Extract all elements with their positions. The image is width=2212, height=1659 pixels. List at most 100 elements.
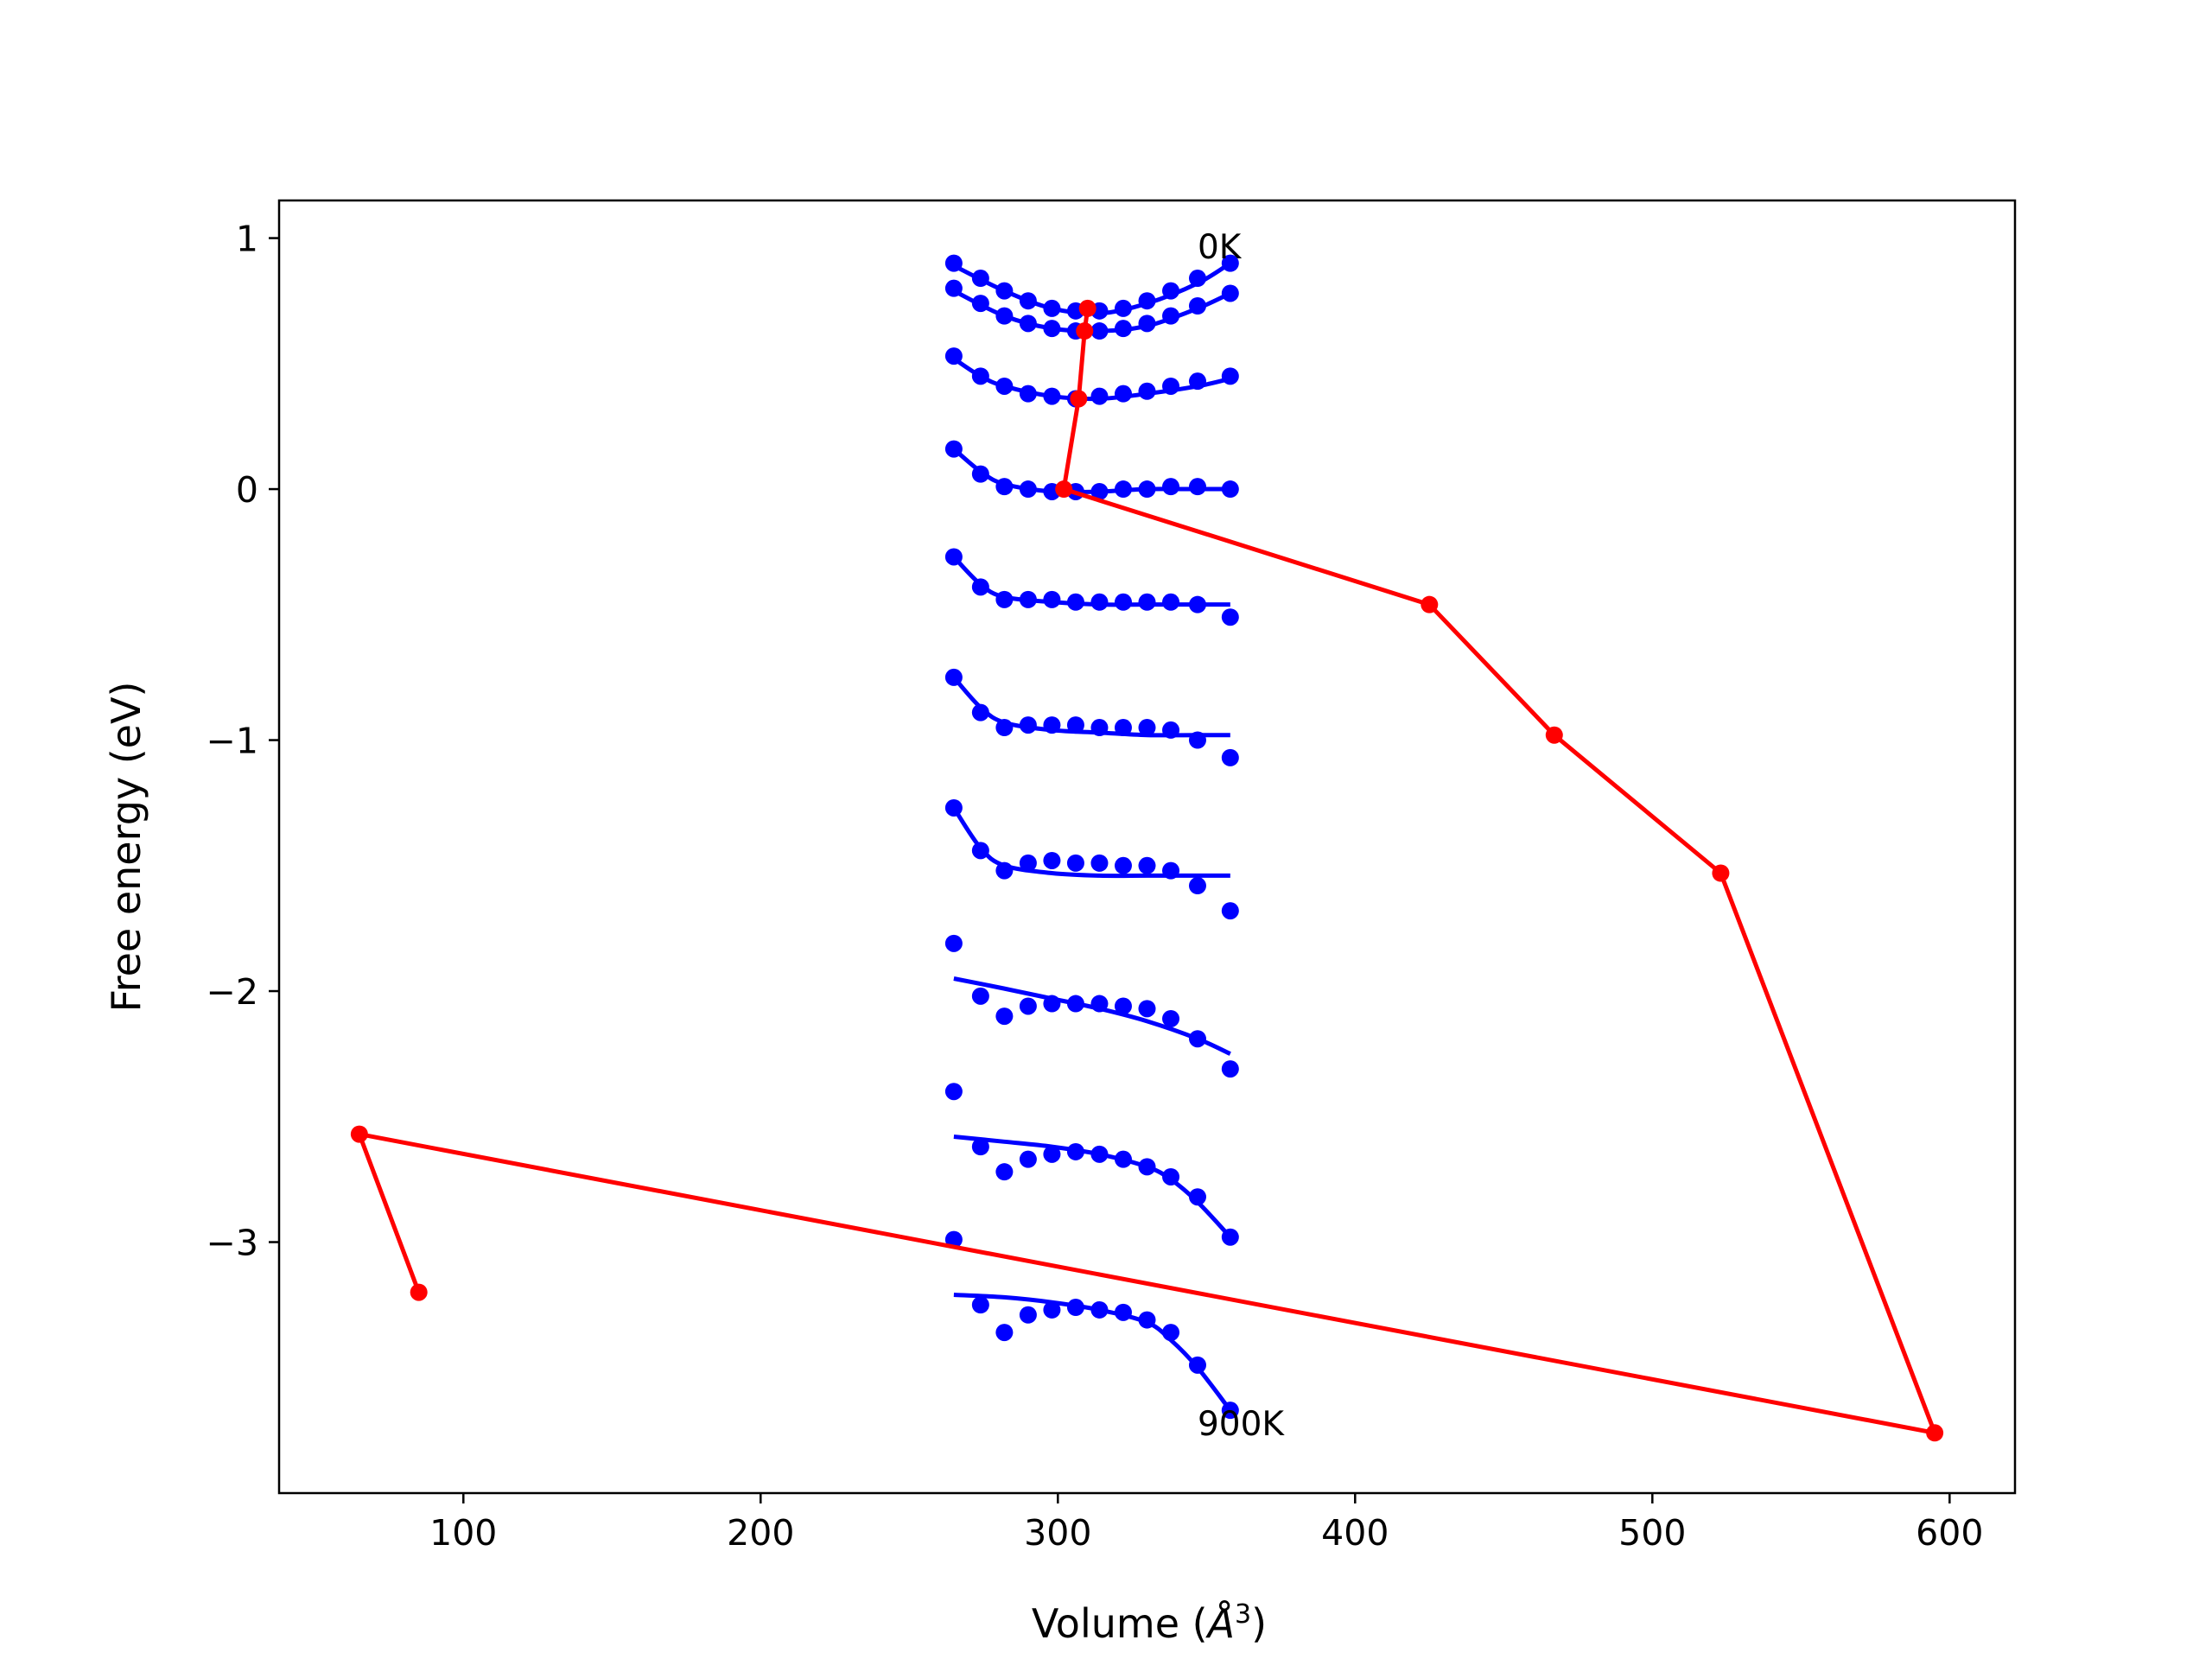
data-point-s7-6 xyxy=(1090,995,1109,1013)
data-point-s3-11 xyxy=(1221,480,1239,499)
y-axis-ticks: 1 0 −1 −2 −3 xyxy=(207,219,279,1264)
data-point-s7-3 xyxy=(1019,997,1037,1015)
data-point-s2-3 xyxy=(1019,385,1037,403)
data-point-s3-7 xyxy=(1114,480,1132,499)
data-point-s0-2 xyxy=(995,282,1014,300)
data-point-s1-4 xyxy=(1043,320,1061,338)
y-axis-label: Free energy (eV) xyxy=(103,682,149,1013)
data-point-s6-11 xyxy=(1221,902,1239,920)
data-point-s0-11 xyxy=(1221,254,1239,272)
data-point-s9-9 xyxy=(1162,1324,1180,1342)
data-point-s8-8 xyxy=(1138,1158,1156,1176)
data-point-s7-9 xyxy=(1162,1009,1180,1027)
data-point-s1-9 xyxy=(1162,307,1180,325)
minimum-point-4 xyxy=(1421,595,1439,613)
minimum-point-5 xyxy=(1545,726,1563,744)
data-point-s1-3 xyxy=(1019,315,1037,333)
minimum-path xyxy=(350,299,1944,1442)
data-point-s0-3 xyxy=(1019,292,1037,310)
data-point-s7-8 xyxy=(1138,1000,1156,1018)
data-point-s0-0 xyxy=(944,254,963,272)
data-point-s4-1 xyxy=(971,578,989,596)
y-tick-label-3: −2 xyxy=(207,971,258,1013)
data-point-s8-5 xyxy=(1066,1142,1084,1160)
minimum-point-8 xyxy=(350,1125,368,1143)
data-point-s6-4 xyxy=(1043,851,1061,869)
y-tick-label-0: 1 xyxy=(236,219,258,260)
data-point-s1-0 xyxy=(944,279,963,297)
data-point-s6-5 xyxy=(1066,854,1084,872)
data-point-s5-6 xyxy=(1090,719,1109,737)
data-point-s8-0 xyxy=(944,1083,963,1101)
x-tick-label-2: 300 xyxy=(1024,1512,1091,1554)
plot-frame xyxy=(277,199,2017,1495)
minimum-point-9 xyxy=(410,1283,428,1301)
x-tick-label-5: 600 xyxy=(1916,1512,1983,1554)
data-point-s5-7 xyxy=(1114,719,1132,737)
data-point-s7-4 xyxy=(1043,995,1061,1013)
data-point-s7-5 xyxy=(1066,995,1084,1013)
data-point-s0-8 xyxy=(1138,292,1156,310)
data-point-s6-10 xyxy=(1188,877,1206,895)
data-point-s5-8 xyxy=(1138,719,1156,737)
data-point-s8-7 xyxy=(1114,1150,1132,1168)
data-point-s2-0 xyxy=(944,347,963,365)
data-point-s4-4 xyxy=(1043,590,1061,608)
data-point-s1-7 xyxy=(1114,320,1132,338)
data-point-s9-8 xyxy=(1138,1311,1156,1329)
x-axis-ticks: 100 200 300 400 500 600 xyxy=(429,1493,1983,1554)
minimum-point-6 xyxy=(1712,864,1730,882)
data-point-s8-1 xyxy=(971,1138,989,1156)
data-point-s8-4 xyxy=(1043,1145,1061,1163)
data-point-s3-1 xyxy=(971,465,989,483)
data-point-s8-2 xyxy=(995,1163,1014,1181)
data-point-s3-9 xyxy=(1162,478,1180,496)
data-point-s3-8 xyxy=(1138,480,1156,499)
data-point-s3-0 xyxy=(944,440,963,458)
data-point-s8-9 xyxy=(1162,1167,1180,1185)
data-point-s4-0 xyxy=(944,548,963,566)
data-point-s0-4 xyxy=(1043,299,1061,317)
data-point-s6-9 xyxy=(1162,861,1180,880)
data-point-s9-10 xyxy=(1188,1356,1206,1374)
data-point-s4-2 xyxy=(995,590,1014,608)
minimum-point-3 xyxy=(1055,480,1073,499)
data-point-s0-9 xyxy=(1162,282,1180,300)
data-point-s4-11 xyxy=(1221,608,1239,626)
minimum-line xyxy=(357,308,1937,1435)
data-point-s4-7 xyxy=(1114,593,1132,611)
data-point-s4-5 xyxy=(1066,593,1084,611)
x-tick-label-3: 400 xyxy=(1321,1512,1389,1554)
data-point-s1-1 xyxy=(971,295,989,313)
data-points xyxy=(944,254,1239,1420)
data-point-s6-2 xyxy=(995,861,1014,880)
minimum-point-1 xyxy=(1076,322,1094,340)
data-point-s2-9 xyxy=(1162,377,1180,395)
data-point-s5-9 xyxy=(1162,721,1180,739)
data-point-s3-6 xyxy=(1090,482,1109,500)
x-axis-label: Volume (Å3) xyxy=(1032,1599,1267,1648)
minimum-point-7 xyxy=(1926,1424,1944,1442)
data-point-s4-6 xyxy=(1090,593,1109,611)
data-point-s9-4 xyxy=(1043,1300,1061,1319)
data-point-s4-3 xyxy=(1019,590,1037,608)
data-point-s6-3 xyxy=(1019,854,1037,872)
data-point-s8-6 xyxy=(1090,1145,1109,1163)
data-point-s9-5 xyxy=(1066,1299,1084,1317)
data-point-s4-9 xyxy=(1162,593,1180,611)
data-point-s3-3 xyxy=(1019,480,1037,499)
data-point-s5-10 xyxy=(1188,731,1206,749)
data-point-s1-11 xyxy=(1221,284,1239,302)
data-point-s2-6 xyxy=(1090,387,1109,405)
data-point-s2-1 xyxy=(971,367,989,385)
data-point-s0-1 xyxy=(971,270,989,288)
data-point-s6-0 xyxy=(944,798,963,817)
data-point-s0-10 xyxy=(1188,270,1206,288)
data-point-s2-4 xyxy=(1043,387,1061,405)
data-point-s6-8 xyxy=(1138,856,1156,874)
data-point-s5-1 xyxy=(971,703,989,721)
data-point-s0-7 xyxy=(1114,299,1132,317)
data-point-s2-11 xyxy=(1221,367,1239,385)
data-point-s5-3 xyxy=(1019,716,1037,734)
